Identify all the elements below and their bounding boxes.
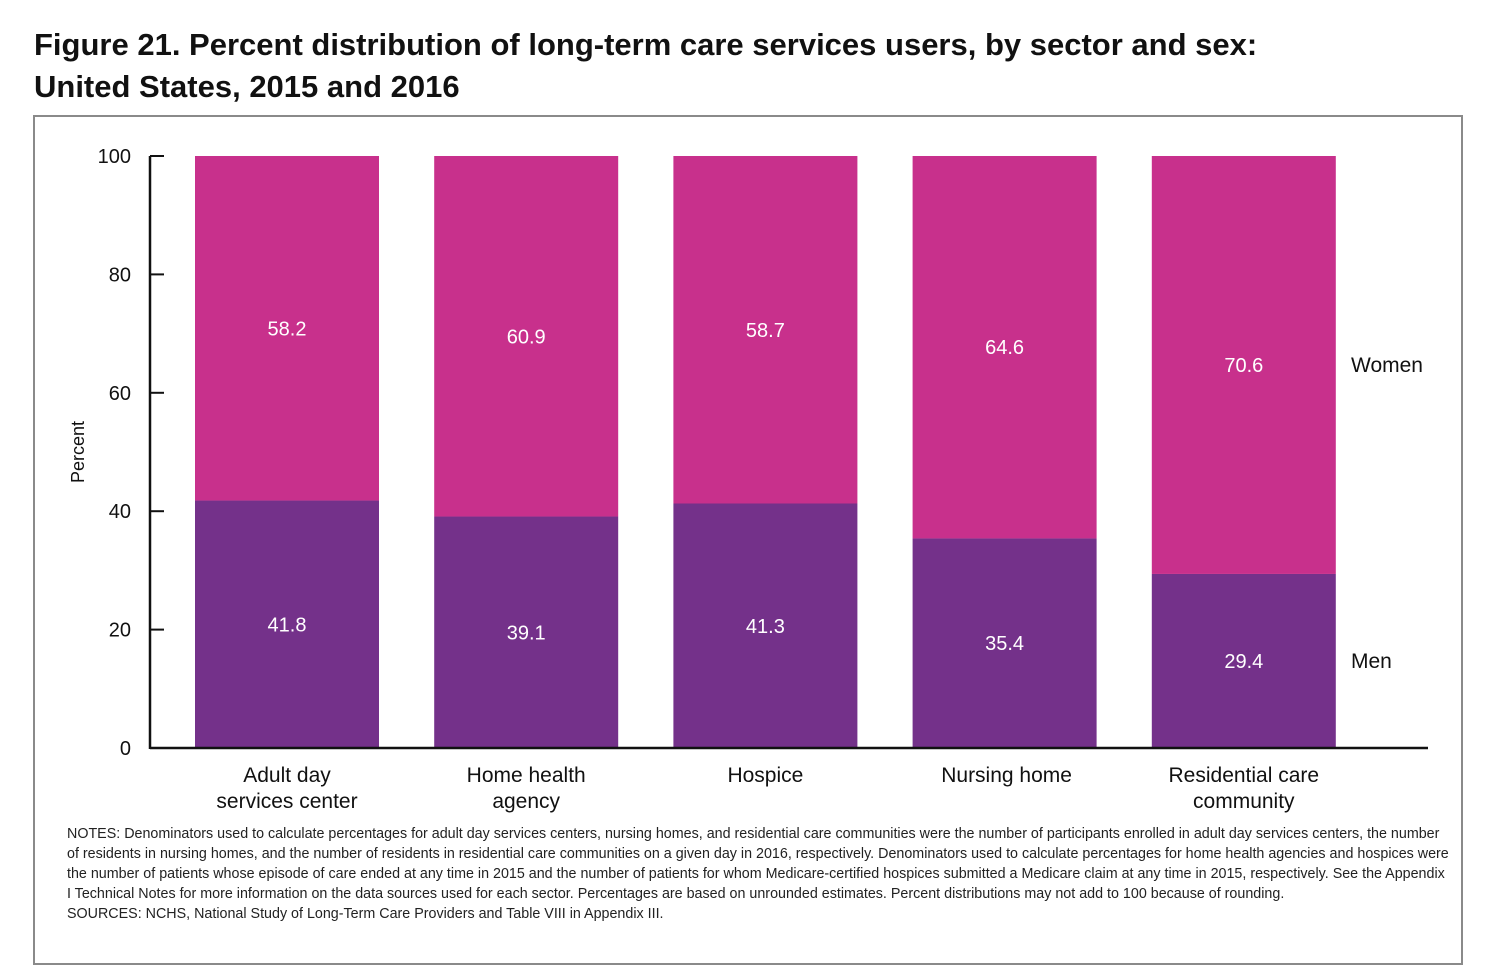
x-tick-label-4: Residential care [1169,764,1320,787]
x-tick-label-0: services center [216,790,357,813]
sources-text: SOURCES: NCHS, National Study of Long-Te… [67,906,664,922]
data-label-women-0: 58.2 [268,318,307,340]
figure-notes: NOTES: Denominators used to calculate pe… [67,824,1452,924]
x-tick-label-1: agency [492,790,560,813]
bar-women-3 [912,156,1097,539]
data-label-women-3: 64.6 [985,337,1024,359]
bar-men-0 [195,500,379,748]
title-line-2: United States, 2015 and 2016 [34,69,460,104]
bar-women-4 [1151,156,1336,574]
bar-men-1 [434,516,619,748]
legend-label-women: Women [1351,354,1423,377]
axes-group [148,155,1428,750]
bars-group [195,156,1336,748]
x-tick-label-2: Hospice [727,764,803,787]
x-tick-label-3: Nursing home [941,764,1072,787]
bar-men-2 [673,503,858,748]
y-tick-label-60: 60 [109,383,131,405]
data-label-men-0: 41.8 [268,614,307,636]
data-label-women-4: 70.6 [1224,355,1263,377]
bar-women-2 [673,156,858,504]
x-tick-label-4: community [1193,790,1295,813]
y-axis-label: Percent [68,421,88,483]
data-label-men-2: 41.3 [746,616,785,638]
notes-text: NOTES: Denominators used to calculate pe… [67,826,1449,902]
legend-label-men: Men [1351,650,1392,673]
x-tick-label-1: Home health [467,764,586,787]
x-tick-label-0: Adult day [243,764,331,787]
y-tick-label-40: 40 [109,501,131,523]
figure-frame [33,115,1463,965]
data-label-men-1: 39.1 [507,622,546,644]
bar-women-1 [434,156,619,517]
data-label-women-1: 60.9 [507,326,546,348]
y-tick-label-0: 0 [120,738,131,760]
title-line-1: Figure 21. Percent distribution of long-… [34,27,1258,62]
bar-women-0 [195,156,379,501]
y-tick-label-100: 100 [98,146,131,168]
data-label-men-3: 35.4 [985,633,1024,655]
y-tick-label-80: 80 [109,264,131,286]
labels-group: 41.8 58.2 Adult day services center 39.1 60.9… [68,146,1423,813]
figure-title: Figure 21. Percent distribution of long-… [34,24,1474,108]
bar-men-3 [912,538,1097,748]
bar-men-4 [1151,573,1336,748]
data-label-men-4: 29.4 [1224,651,1263,673]
y-tick-label-20: 20 [109,620,131,642]
data-label-women-2: 58.7 [746,320,785,342]
